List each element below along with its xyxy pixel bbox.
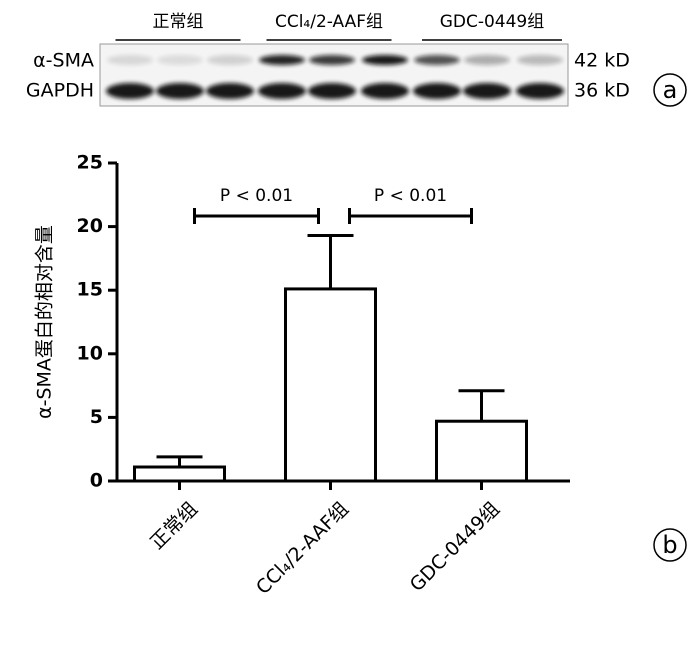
- y-tick-label: 10: [77, 342, 103, 364]
- band: [206, 83, 254, 99]
- group-label: CCl₄/2-AAF组: [275, 12, 383, 32]
- band: [413, 83, 461, 99]
- band: [362, 55, 408, 65]
- band: [157, 55, 203, 65]
- x-tick-label: GDC-0449组: [406, 498, 504, 596]
- y-axis-label: α-SMA蛋白的相对含量: [34, 225, 56, 419]
- annotation: P < 0.01: [374, 186, 447, 206]
- band: [516, 83, 564, 99]
- band: [259, 55, 305, 65]
- band: [258, 83, 306, 99]
- band: [309, 55, 355, 65]
- x-tick-label: CCl₄/2-AAF组: [252, 498, 353, 599]
- y-tick-label: 25: [77, 152, 103, 174]
- band: [308, 83, 356, 99]
- y-tick-label: 5: [90, 406, 103, 428]
- band: [414, 55, 460, 65]
- band: [361, 83, 409, 99]
- band: [463, 83, 511, 99]
- panel-circle: [653, 73, 687, 107]
- group-label: GDC-0449组: [440, 12, 545, 32]
- bar: [133, 465, 226, 483]
- group-label: 正常组: [153, 12, 204, 32]
- band: [464, 55, 510, 65]
- row-label: α-SMA: [33, 50, 94, 72]
- y-tick-label: 15: [77, 279, 103, 301]
- band: [156, 83, 204, 99]
- x-tick-label: 正常组: [146, 498, 202, 554]
- y-tick-label: 0: [90, 470, 103, 492]
- panel-circle: [653, 528, 687, 562]
- bar: [284, 287, 377, 483]
- blot: [106, 55, 564, 99]
- panel-label: a: [663, 76, 678, 104]
- annotation: P < 0.01: [220, 186, 293, 206]
- panel-label: b: [662, 531, 677, 559]
- row-label: GAPDH: [26, 80, 94, 102]
- band: [207, 55, 253, 65]
- size-label: 42 kD: [574, 50, 630, 72]
- bar: [435, 419, 528, 483]
- band: [517, 55, 563, 65]
- y-tick-label: 20: [77, 215, 103, 237]
- size-label: 36 kD: [574, 80, 630, 102]
- band: [107, 55, 153, 65]
- band: [106, 83, 154, 99]
